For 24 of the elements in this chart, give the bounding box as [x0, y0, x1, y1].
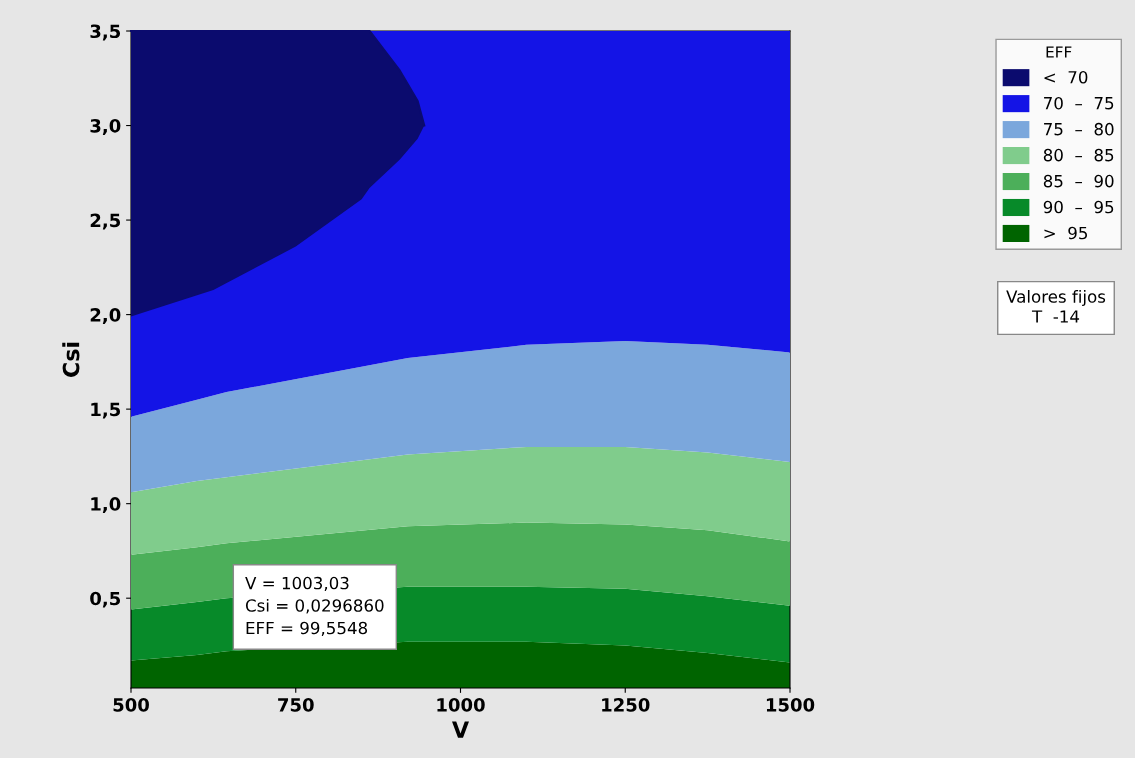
x-tick-label: 500: [113, 698, 149, 712]
annotation: V = 1003,03 Csi = 0,0296860 EFF = 99,5548: [245, 576, 384, 636]
y-tick-label: 3,0: [90, 118, 121, 135]
legend-label: 70 – 75: [1044, 96, 1114, 110]
legend-label: 75 – 80: [1044, 122, 1114, 136]
x-tick-label: 1250: [602, 698, 650, 712]
y-tick-label: 1,5: [91, 402, 121, 419]
y-tick-label: 2,5: [90, 213, 121, 230]
legend-label: 80 – 85: [1043, 148, 1114, 162]
text: Valores fijos T -14: [1006, 289, 1106, 323]
legend-label: > 95: [1044, 226, 1088, 240]
y-tick-label: 0,5: [90, 591, 121, 608]
legend-title: EFF: [1046, 46, 1072, 58]
legend-label: < 70: [1044, 70, 1088, 84]
x-axis-title: V: [452, 721, 469, 738]
legend-label: 90 – 95: [1043, 200, 1114, 214]
y-tick-label: 3,5: [90, 24, 121, 41]
y-tick-label: 1,0: [91, 497, 121, 514]
y-tick-label: 2,0: [90, 308, 121, 325]
y-axis-title: Csi: [62, 342, 80, 377]
x-tick-label: 1000: [437, 698, 485, 712]
x-tick-label: 1500: [766, 698, 815, 712]
legend-label: 85 – 90: [1043, 174, 1114, 188]
x-tick-label: 750: [278, 698, 314, 712]
